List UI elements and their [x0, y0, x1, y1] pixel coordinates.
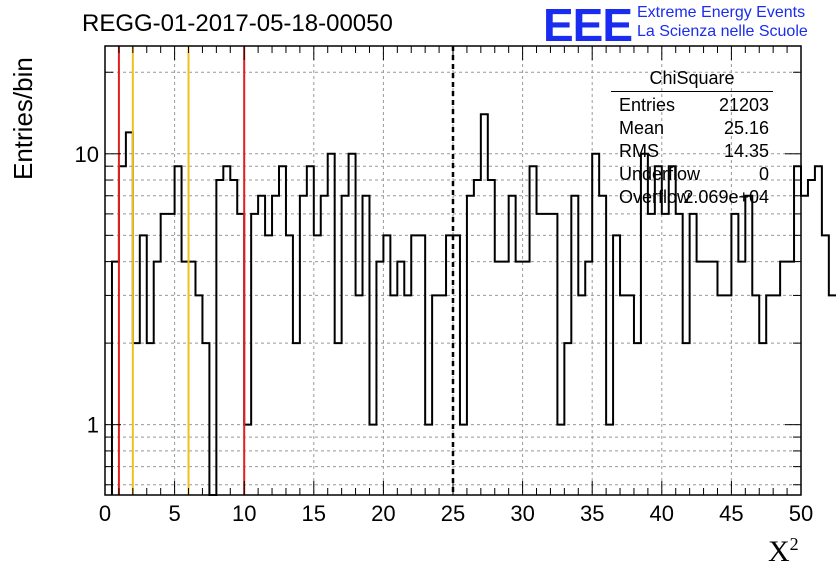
y-tick-label: 10	[75, 142, 99, 167]
x-tick-label: 5	[168, 501, 180, 526]
logo-line-1: Extreme Energy Events	[637, 4, 806, 21]
stats-value: 2.069e+04	[683, 187, 769, 207]
stats-value: 25.16	[723, 118, 769, 138]
stats-key: Overflow	[619, 187, 691, 207]
stats-row: RMS 14.35	[611, 140, 773, 163]
stats-row: Underflow 0	[611, 163, 773, 186]
x-axis-label-base: X	[768, 535, 790, 568]
stats-box: ChiSquare Entries 21203 Mean 25.16 RMS 14.3…	[611, 68, 773, 209]
stats-value: 14.35	[723, 141, 769, 161]
histogram-series	[110, 113, 836, 496]
x-axis-label-sup: 2	[789, 534, 799, 554]
stats-key: Entries	[619, 95, 676, 115]
x-tick-label: 45	[719, 501, 743, 526]
x-tick-label: 30	[510, 501, 534, 526]
stats-value: 21203	[718, 95, 769, 115]
stats-key: RMS	[619, 141, 659, 161]
stats-key: Mean	[619, 118, 665, 138]
chart-title: REGG-01-2017-05-18-00050	[82, 10, 393, 37]
x-tick-label: 0	[99, 501, 111, 526]
x-tick-label: 25	[441, 501, 465, 526]
eee-logo: EEE	[543, 0, 633, 51]
stats-value: 0	[758, 164, 769, 184]
stats-key: Underflow	[619, 164, 701, 184]
x-tick-label: 20	[371, 501, 395, 526]
x-tick-label: 35	[580, 501, 604, 526]
stats-row: Entries 21203	[611, 94, 773, 117]
x-tick-label: 40	[650, 501, 674, 526]
x-axis-label: X2	[768, 534, 799, 569]
logo-line-2: La Scienza nelle Scuole	[637, 23, 808, 40]
stats-title: ChiSquare	[611, 68, 773, 92]
stats-row: Overflow 2.069e+04	[611, 186, 773, 209]
x-tick-label: 10	[232, 501, 256, 526]
x-tick-label: 15	[302, 501, 326, 526]
x-tick-label: 50	[789, 501, 813, 526]
y-tick-label: 1	[87, 413, 99, 438]
stats-row: Mean 25.16	[611, 117, 773, 140]
